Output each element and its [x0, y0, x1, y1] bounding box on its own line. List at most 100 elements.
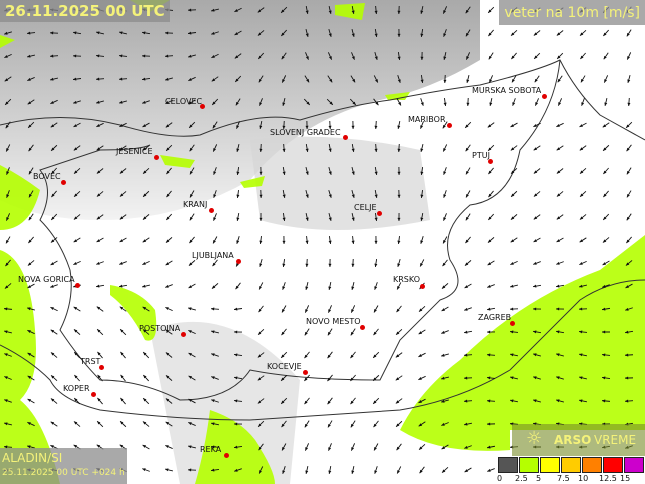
wind-arrow — [557, 75, 563, 83]
wind-arrow — [441, 330, 449, 334]
wind-arrow — [27, 54, 35, 58]
wind-arrow — [601, 330, 611, 334]
wind-arrow — [165, 375, 173, 381]
wind-arrow — [258, 75, 264, 83]
wind-arrow — [73, 351, 81, 359]
wind-arrow — [210, 422, 220, 426]
wind-arrow — [327, 75, 333, 83]
wind-arrow — [187, 31, 197, 35]
wind-arrow — [120, 374, 126, 382]
wind-arrow — [556, 52, 564, 60]
wind-arrow — [4, 422, 12, 426]
wind-arrow — [418, 421, 426, 427]
city-label: NOVA GORICA — [18, 275, 75, 284]
wind-arrow — [397, 259, 401, 267]
wind-arrow — [420, 74, 424, 84]
wind-arrow — [441, 466, 449, 474]
wind-arrow — [234, 7, 242, 13]
wind-arrow — [603, 52, 609, 60]
wind-arrow — [396, 282, 402, 290]
wind-arrow — [73, 167, 81, 175]
wind-arrow — [351, 235, 355, 245]
wind-arrow — [257, 30, 265, 36]
wind-arrow — [509, 399, 519, 403]
wind-arrow — [27, 283, 35, 289]
wind-arrow — [463, 330, 473, 334]
wind-arrow — [188, 307, 196, 311]
wind-arrow — [50, 144, 58, 152]
wind-arrow — [486, 422, 496, 426]
wind-arrow — [51, 167, 57, 175]
wind-arrow — [235, 98, 241, 106]
wind-arrow — [4, 76, 12, 82]
wind-arrow — [487, 144, 495, 152]
wind-arrow — [351, 282, 355, 290]
wind-arrow — [556, 353, 564, 357]
wind-arrow — [211, 31, 219, 35]
color-legend: 0 2.5 5 7.5 10 12.5 15 — [497, 457, 645, 484]
wind-arrow — [442, 259, 448, 267]
city-label: BOVEC — [33, 172, 61, 181]
wind-arrow — [142, 329, 150, 335]
wind-arrow — [420, 6, 424, 14]
wind-arrow — [142, 421, 150, 427]
wind-arrow — [142, 468, 150, 472]
wind-arrow — [259, 120, 263, 130]
city-dot — [236, 259, 241, 264]
wind-arrow — [118, 77, 128, 81]
wind-arrow — [5, 236, 11, 244]
wind-arrow — [142, 374, 150, 382]
wind-arrow — [119, 261, 127, 265]
wind-arrow — [602, 213, 610, 221]
wind-arrow — [142, 145, 150, 151]
wind-arrow — [395, 398, 403, 404]
wind-arrow — [257, 352, 265, 358]
wind-arrow — [189, 144, 195, 152]
wind-arrow — [211, 53, 219, 59]
wind-arrow — [211, 399, 219, 403]
wind-arrow — [510, 260, 518, 266]
wind-arrow — [188, 76, 196, 82]
wind-arrow — [624, 376, 634, 380]
wind-arrow — [26, 31, 36, 35]
wind-arrow — [305, 52, 309, 60]
wind-arrow — [396, 466, 402, 474]
wind-arrow — [418, 306, 426, 312]
city-dot — [360, 325, 365, 330]
wind-arrow — [443, 52, 447, 60]
wind-arrow — [3, 307, 13, 311]
city-label: JESENICE — [116, 147, 153, 156]
wind-arrow — [166, 190, 172, 198]
wind-arrow — [486, 445, 496, 449]
wind-arrow — [305, 5, 309, 15]
wind-arrow — [165, 99, 173, 105]
wind-arrow — [509, 353, 519, 357]
wind-arrow — [304, 351, 310, 359]
wind-arrow — [581, 98, 585, 106]
wind-arrow — [326, 98, 334, 106]
wind-arrow — [627, 97, 631, 107]
wind-arrow — [442, 121, 448, 129]
wind-arrow — [602, 237, 610, 243]
wind-arrow — [465, 236, 471, 244]
wind-arrow — [187, 468, 197, 472]
wind-arrow — [397, 143, 401, 153]
wind-arrow — [579, 260, 587, 266]
wind-arrow — [50, 329, 58, 335]
wind-arrow — [305, 120, 309, 130]
wind-arrow — [626, 29, 632, 37]
wind-arrow — [119, 31, 127, 35]
wind-arrow — [533, 191, 541, 197]
wind-arrow — [373, 328, 379, 336]
city-dot — [343, 135, 348, 140]
wind-arrow — [533, 261, 541, 265]
wind-arrow — [233, 353, 243, 357]
wind-arrow — [465, 190, 471, 198]
wind-arrow — [259, 98, 263, 106]
wind-arrow — [72, 77, 82, 81]
wind-arrow — [626, 167, 632, 175]
wind-arrow — [486, 399, 496, 403]
city-dot — [420, 284, 425, 289]
wind-arrow — [282, 120, 286, 130]
